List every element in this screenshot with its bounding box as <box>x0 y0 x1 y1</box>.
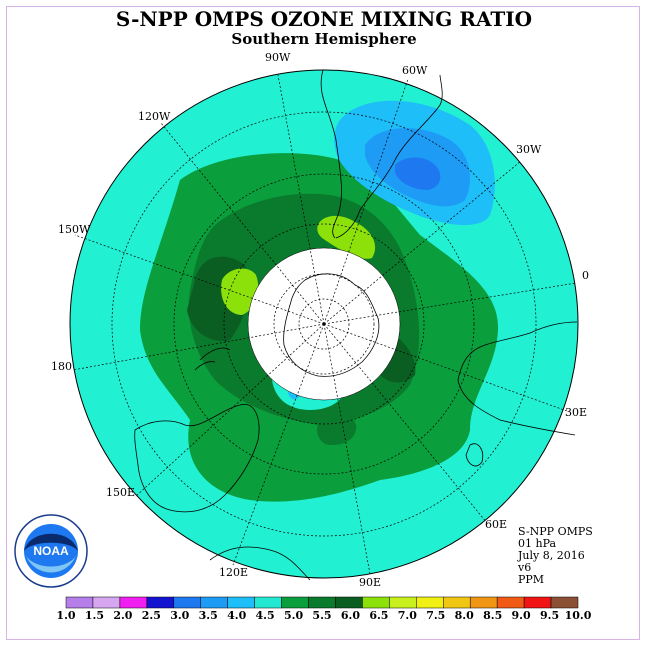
colorbar: 1.0 1.5 2.0 2.5 3.0 3.5 4.0 4.5 5.0 5.5 6.0 6.5 7.0 7… <box>56 596 592 622</box>
colorbar-swatch <box>550 596 579 609</box>
colorbar-swatch <box>200 596 228 609</box>
colorbar-swatch <box>254 596 282 609</box>
contour-5-5b <box>317 413 357 446</box>
info-units: PPM <box>518 573 544 586</box>
colorbar-swatch <box>389 596 417 609</box>
colorbar-label: 9.5 <box>540 609 559 622</box>
lon-label-60e: 60E <box>485 518 507 531</box>
colorbar-label: 3.5 <box>199 609 218 622</box>
colorbar-label: 1.0 <box>56 609 75 622</box>
ozone-contours <box>140 100 499 502</box>
colorbar-swatch <box>496 596 525 609</box>
lon-label-30e: 30E <box>565 406 587 419</box>
lon-label-60w: 60W <box>402 64 428 77</box>
colorbar-swatch <box>469 596 498 609</box>
info-product: S-NPP OMPS <box>518 525 593 538</box>
lon-label-30w: 30W <box>516 143 542 156</box>
colorbar-swatch <box>523 596 552 609</box>
info-date: July 8, 2016 <box>517 549 585 562</box>
lon-label-120w: 120W <box>138 110 171 123</box>
page-frame <box>6 6 640 640</box>
noaa-logo-text: NOAA <box>33 544 69 558</box>
colorbar-label: 8.5 <box>483 609 502 622</box>
colorbar-label: 6.0 <box>341 609 360 622</box>
colorbar-swatch <box>119 596 148 609</box>
colorbar-label: 9.0 <box>512 609 531 622</box>
colorbar-label: 7.0 <box>398 609 417 622</box>
colorbar-swatch <box>65 596 94 609</box>
colorbar-swatch <box>308 596 336 609</box>
contour-3-0 <box>395 157 441 190</box>
info-version: v6 <box>517 561 531 574</box>
colorbar-label: 4.0 <box>227 609 246 622</box>
colorbar-label: 4.5 <box>256 609 275 622</box>
colorbar-label: 5.5 <box>312 609 331 622</box>
colorbar-label: 10.0 <box>565 609 592 622</box>
lon-label-90w: 90W <box>265 51 291 64</box>
lon-label-120e: 120E <box>219 566 248 579</box>
page-subtitle: Southern Hemisphere <box>231 30 417 48</box>
colorbar-label: 8.0 <box>455 609 474 622</box>
colorbar-label: 2.5 <box>142 609 161 622</box>
colorbar-swatch <box>362 596 390 609</box>
colorbar-swatch <box>146 596 175 609</box>
lon-label-150w: 150W <box>58 223 91 236</box>
lon-label-0: 0 <box>582 269 589 282</box>
lon-label-90e: 90E <box>359 576 381 589</box>
colorbar-swatch <box>281 596 309 609</box>
colorbar-label: 5.0 <box>284 609 303 622</box>
colorbar-swatch <box>173 596 201 609</box>
contour-6-5b <box>317 215 376 259</box>
colorbar-swatch <box>92 596 121 609</box>
contour-6-5a <box>221 268 259 315</box>
info-level: 01 hPa <box>518 537 556 550</box>
colorbar-swatch <box>227 596 255 609</box>
coastlines <box>134 69 578 581</box>
map-boundary <box>69 69 579 579</box>
colorbar-swatch <box>335 596 363 609</box>
colorbar-swatch <box>416 596 444 609</box>
lon-label-150e: 150E <box>106 486 135 499</box>
colorbar-label: 6.5 <box>369 609 388 622</box>
lon-label-180: 180 <box>51 360 72 373</box>
colorbar-label: 1.5 <box>85 609 104 622</box>
colorbar-label: 7.5 <box>426 609 445 622</box>
noaa-logo: NOAA <box>14 514 88 588</box>
colorbar-label: 2.0 <box>113 609 132 622</box>
page-title: S-NPP OMPS OZONE MIXING RATIO <box>115 7 533 31</box>
colorbar-swatch <box>443 596 471 609</box>
colorbar-label: 3.0 <box>170 609 189 622</box>
